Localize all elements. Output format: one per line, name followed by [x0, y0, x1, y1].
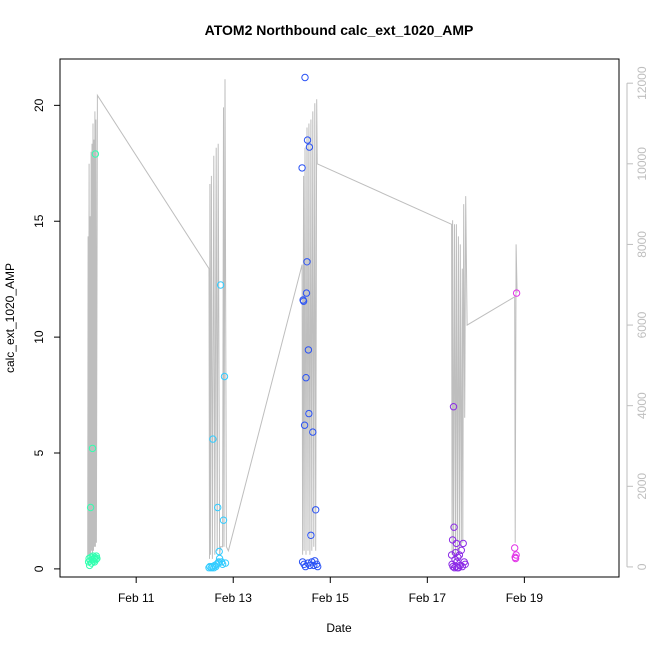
data-point	[90, 554, 98, 563]
data-point	[299, 297, 308, 305]
x-tick-label: Feb 19	[506, 591, 544, 605]
data-point	[216, 281, 225, 289]
data-point	[311, 557, 319, 565]
y-axis-label: calc_ext_1020_AMP	[3, 263, 17, 373]
data-point	[454, 564, 463, 572]
data-point	[304, 346, 313, 354]
series-2	[298, 73, 322, 571]
data-point	[459, 539, 467, 548]
series-1	[205, 281, 230, 572]
x-axis: Feb 11 Feb 13 Feb 15 Feb 17 Feb 19	[118, 577, 543, 605]
x-tick-label: Feb 11	[118, 591, 155, 605]
data-point	[215, 547, 223, 556]
series-0	[84, 150, 101, 570]
data-point	[303, 136, 312, 144]
data-point	[309, 428, 317, 436]
data-point	[88, 444, 97, 453]
x-axis-label: Date	[326, 621, 352, 635]
data-point	[91, 150, 100, 158]
data-point	[300, 421, 309, 429]
data-point	[314, 562, 322, 571]
chart-title: ATOM2 Northbound calc_ext_1020_AMP	[205, 22, 474, 38]
data-point	[302, 289, 311, 297]
data-point	[512, 551, 520, 559]
data-point	[305, 143, 314, 151]
data-point	[86, 503, 95, 512]
data-point	[305, 409, 313, 418]
data-point	[303, 258, 311, 266]
data-point	[511, 544, 519, 552]
x-tick-label: Feb 13	[215, 591, 253, 605]
data-point	[457, 546, 465, 554]
y-tick-label: 0	[32, 565, 46, 572]
data-point	[307, 531, 315, 539]
data-point	[209, 435, 217, 443]
data-point	[214, 503, 222, 512]
data-point	[219, 516, 228, 524]
data-point	[93, 554, 101, 563]
y-tick-label: 5	[32, 449, 46, 456]
data-point	[449, 403, 458, 411]
data-point	[450, 523, 458, 531]
y-tick-label: 20	[32, 98, 46, 112]
data-point	[452, 539, 461, 548]
data-point	[220, 372, 229, 381]
data-point	[215, 558, 223, 566]
data-point	[302, 374, 310, 382]
data-point	[455, 551, 464, 559]
y2-tick-label: 10000	[635, 147, 649, 181]
data-point	[301, 73, 309, 82]
series-3	[447, 403, 469, 572]
data-point	[449, 562, 457, 571]
data-point	[306, 561, 314, 570]
data-point	[221, 559, 230, 567]
y-tick-label: 10	[32, 330, 46, 344]
data-point	[461, 560, 469, 568]
y2-tick-label: 12000	[635, 66, 649, 100]
data-point	[298, 164, 306, 172]
plot-frame	[59, 58, 620, 578]
y-axis: 0 5 10 15 20	[32, 98, 60, 572]
series-4	[511, 289, 521, 563]
y-tick-label: 15	[32, 214, 46, 228]
secondary-line-layer	[87, 79, 518, 559]
data-point	[511, 554, 520, 563]
y2-tick-label: 2000	[635, 473, 649, 500]
y2-axis: 0 2000 4000 6000 8000 10000 12000	[626, 66, 649, 570]
x-tick-label: Feb 17	[409, 591, 447, 605]
y2-tick-label: 6000	[635, 311, 649, 338]
data-point	[92, 555, 100, 564]
secondary-series-line	[87, 79, 518, 559]
y2-tick-label: 0	[635, 563, 649, 570]
data-point	[512, 289, 521, 297]
data-point	[312, 506, 320, 514]
y2-tick-label: 4000	[635, 392, 649, 419]
y2-tick-label: 8000	[635, 231, 649, 258]
data-points-layer	[84, 73, 521, 572]
x-tick-label: Feb 15	[312, 591, 350, 605]
